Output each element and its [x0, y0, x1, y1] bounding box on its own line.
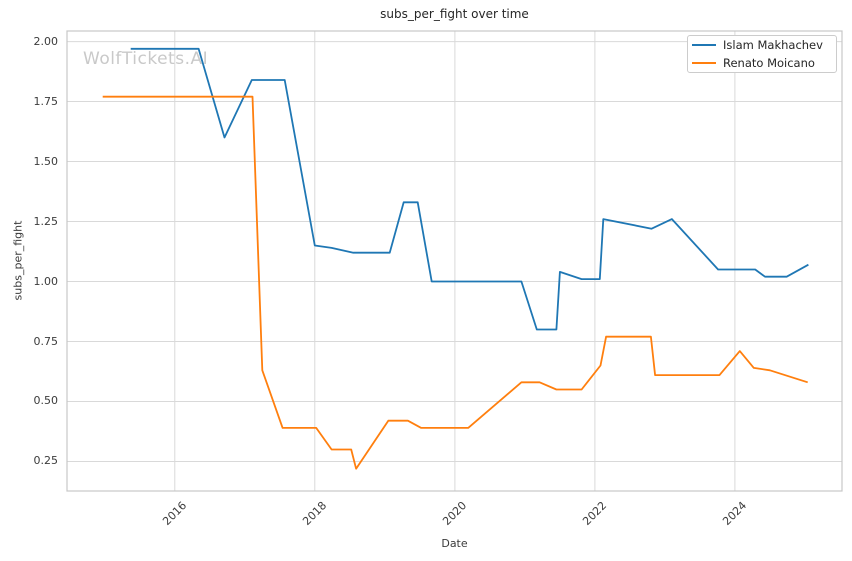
series-line-islam-makhachev	[130, 47, 809, 331]
plot-border	[66, 30, 843, 492]
y-tick-label: 1.50	[33, 154, 59, 168]
y-tick-label: 0.50	[33, 394, 59, 408]
legend-label: Renato Moicano	[723, 56, 815, 70]
y-tick-label: 0.75	[33, 334, 59, 348]
y-tick-label: 1.75	[33, 94, 59, 108]
watermark: WolfTickets.AI	[83, 49, 209, 69]
series-line-renato-moicano	[102, 95, 808, 470]
legend-line-swatch-orange	[692, 62, 716, 64]
y-axis-label: subs_per_fight	[11, 220, 25, 301]
legend-line-swatch-blue	[692, 44, 716, 46]
y-tick-label: 1.25	[33, 214, 59, 228]
y-tick-label: 2.00	[33, 34, 59, 48]
x-axis-label: Date	[441, 537, 468, 550]
y-tick-label: 1.00	[33, 274, 59, 288]
legend-label: Islam Makhachev	[723, 38, 823, 52]
legend-item-renato-moicano: Renato Moicano	[692, 56, 828, 70]
legend-item-islam-makhachev: Islam Makhachev	[692, 38, 828, 52]
y-tick-label: 0.25	[33, 454, 59, 468]
chart-title: subs_per_fight over time	[380, 7, 529, 21]
legend: Islam Makhachev Renato Moicano	[687, 35, 837, 73]
